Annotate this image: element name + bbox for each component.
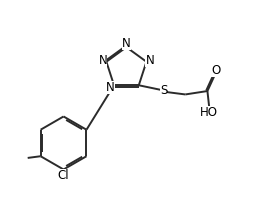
Text: N: N: [99, 54, 107, 67]
Text: N: N: [122, 37, 131, 50]
Text: N: N: [106, 81, 115, 94]
Text: HO: HO: [199, 106, 218, 119]
Text: N: N: [145, 54, 154, 67]
Text: Cl: Cl: [58, 169, 69, 182]
Text: O: O: [211, 64, 220, 77]
Text: S: S: [160, 84, 167, 97]
